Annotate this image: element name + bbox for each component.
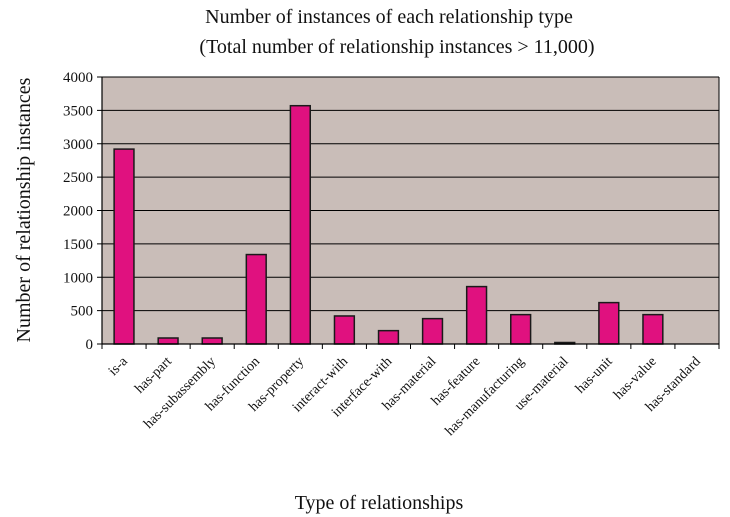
bar-has-part xyxy=(157,337,179,345)
x-tick-label: is-a xyxy=(106,354,131,379)
x-axis-ticks: is-a has-parthas-subassemblyhas-functionh… xyxy=(101,344,720,439)
bar-has-subassembly xyxy=(201,337,223,345)
x-axis-title: Type of relationships xyxy=(295,492,464,514)
x-tick-label: has-unit xyxy=(573,354,616,397)
bar-has-function xyxy=(245,253,267,345)
y-tick-label: 2500 xyxy=(63,170,93,186)
y-tick-label: 1000 xyxy=(63,270,93,286)
bar-interact-with xyxy=(333,315,356,345)
bars xyxy=(113,104,664,345)
chart-subtitle: (Total number of relationship instances … xyxy=(199,36,594,58)
bar-has-property xyxy=(289,104,311,345)
bar-has-feature xyxy=(465,285,488,345)
y-axis-ticks: 0 500 1000 1500 2000 2500 3000 3500 4000 xyxy=(63,70,102,353)
y-axis-title: Number of relationship instances xyxy=(13,77,35,342)
chart-title: Number of instances of each relationship… xyxy=(205,6,573,28)
x-tick-label: has-part xyxy=(132,354,175,397)
bar-interface-with xyxy=(377,329,400,345)
bar-has-value xyxy=(642,313,664,345)
y-tick-label: 1500 xyxy=(63,237,93,253)
x-tick-label: has-manufacturing xyxy=(443,354,528,439)
y-tick-label: 2000 xyxy=(63,204,93,220)
y-tick-label: 4000 xyxy=(63,70,93,86)
y-tick-label: 0 xyxy=(86,337,94,353)
y-tick-label: 3500 xyxy=(63,103,93,119)
bar-has-unit xyxy=(598,301,620,345)
bar-has-manufacturing xyxy=(510,313,532,345)
bar-is-a xyxy=(113,148,135,345)
y-tick-label: 3000 xyxy=(63,137,93,153)
bar-has-material xyxy=(421,317,444,345)
y-tick-label: 500 xyxy=(71,304,94,320)
